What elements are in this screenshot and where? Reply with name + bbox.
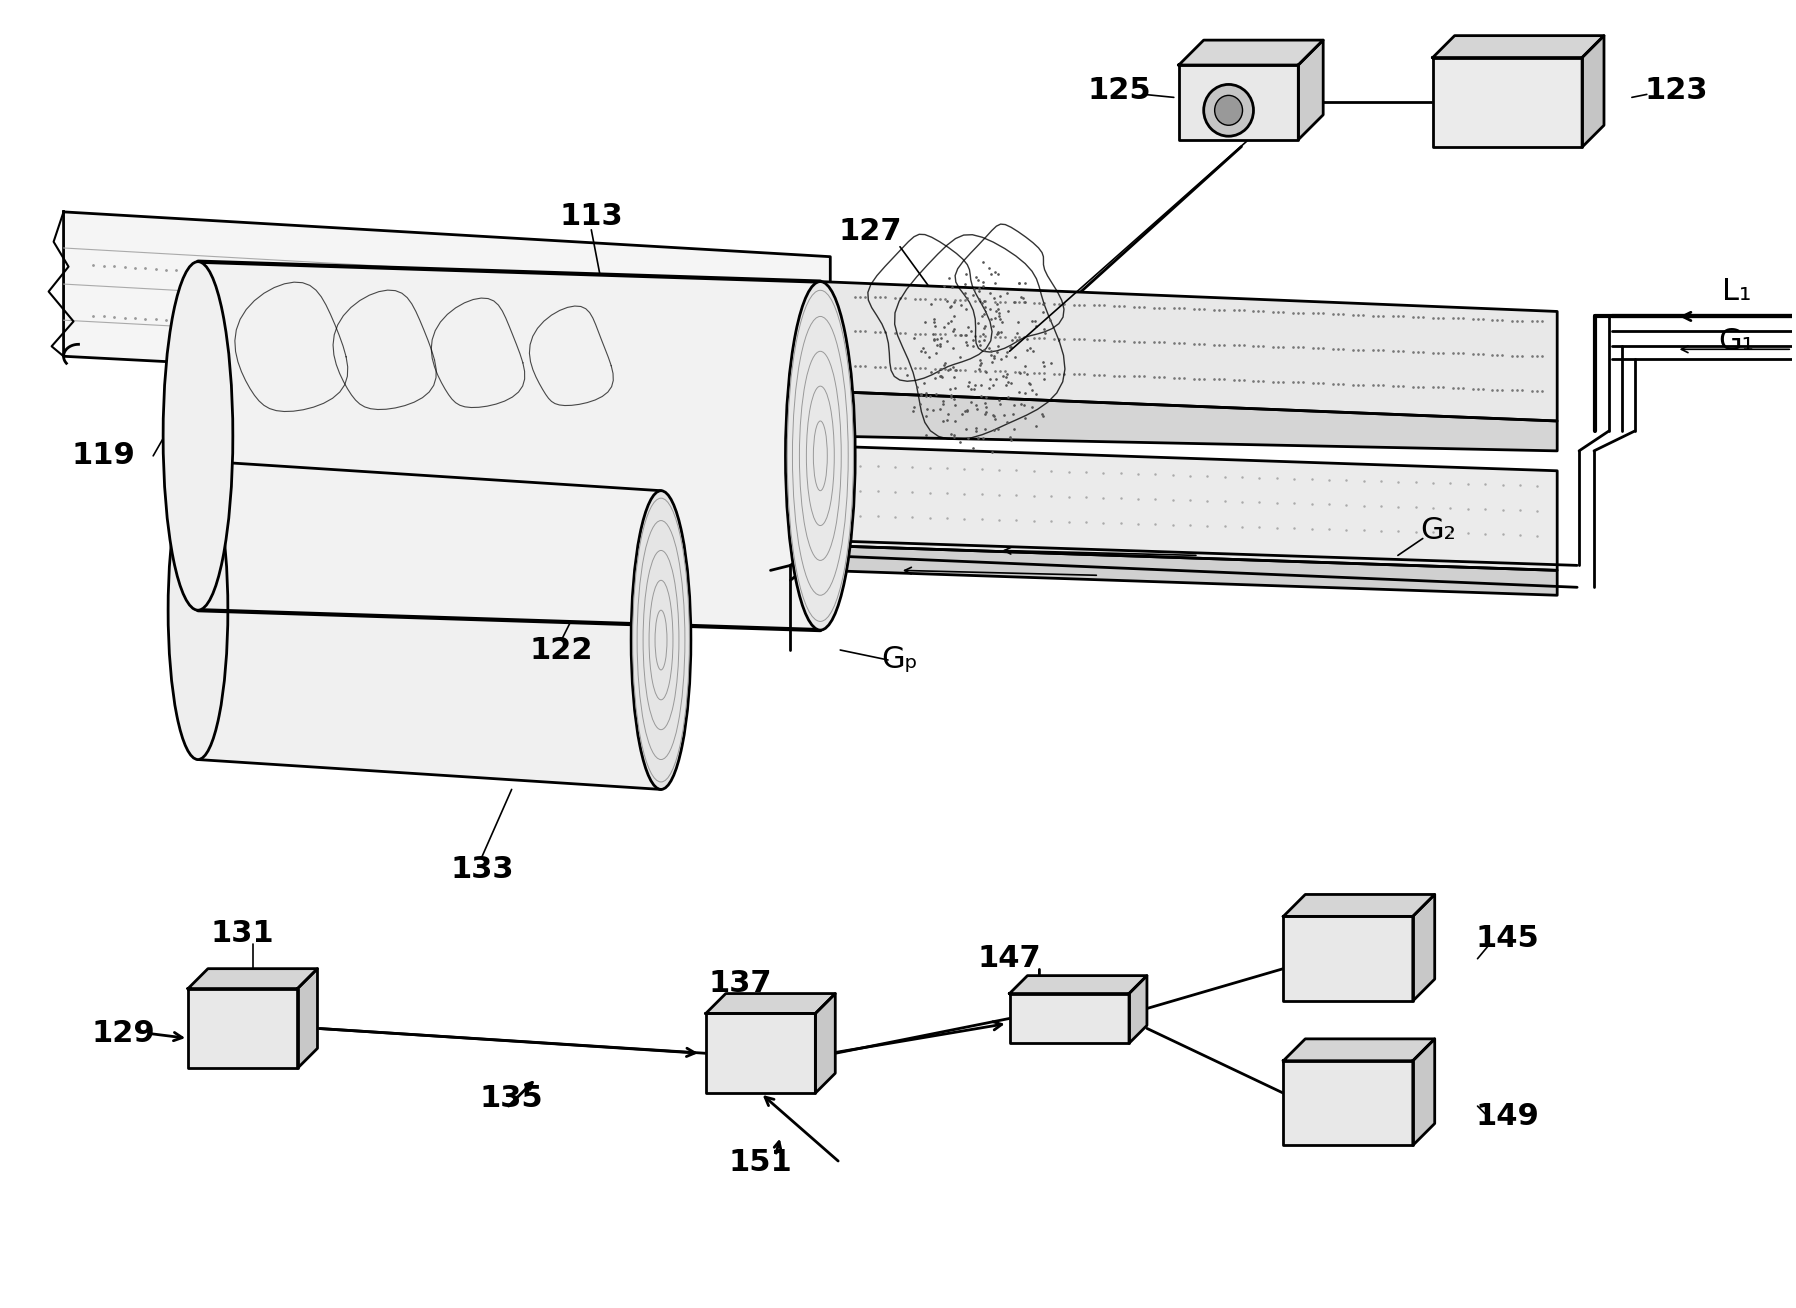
Polygon shape xyxy=(189,989,298,1069)
Polygon shape xyxy=(815,994,835,1093)
Text: 127: 127 xyxy=(839,217,902,246)
Text: 137: 137 xyxy=(709,969,772,998)
Polygon shape xyxy=(298,969,318,1069)
Text: 151: 151 xyxy=(729,1148,792,1177)
Polygon shape xyxy=(821,446,1557,570)
Text: 131: 131 xyxy=(210,920,275,948)
Polygon shape xyxy=(821,545,1557,595)
Polygon shape xyxy=(821,281,1557,421)
Polygon shape xyxy=(1130,976,1148,1044)
Polygon shape xyxy=(189,969,318,989)
Text: 113: 113 xyxy=(560,203,623,232)
Polygon shape xyxy=(1284,917,1413,1001)
Text: 112: 112 xyxy=(1167,377,1230,405)
Polygon shape xyxy=(1299,41,1324,140)
Polygon shape xyxy=(198,262,821,630)
Text: 122: 122 xyxy=(530,636,593,664)
Polygon shape xyxy=(1178,41,1324,65)
Ellipse shape xyxy=(1203,85,1254,136)
Text: G₂: G₂ xyxy=(1421,517,1455,545)
Polygon shape xyxy=(1433,58,1582,148)
Polygon shape xyxy=(1284,1039,1435,1061)
Polygon shape xyxy=(198,460,661,790)
Polygon shape xyxy=(821,391,1557,451)
Text: 133: 133 xyxy=(451,854,514,884)
Text: 121: 121 xyxy=(670,542,733,570)
Text: G₁: G₁ xyxy=(1719,327,1755,356)
Ellipse shape xyxy=(163,262,233,611)
Ellipse shape xyxy=(169,460,228,760)
Polygon shape xyxy=(1009,976,1148,994)
Text: 123: 123 xyxy=(1645,76,1708,105)
Text: 149: 149 xyxy=(1476,1101,1539,1130)
Ellipse shape xyxy=(1214,95,1243,126)
Polygon shape xyxy=(706,994,835,1014)
Text: 129: 129 xyxy=(92,1019,154,1048)
Text: 135: 135 xyxy=(480,1083,544,1113)
Text: 125: 125 xyxy=(1087,76,1151,105)
Polygon shape xyxy=(1284,895,1435,917)
Polygon shape xyxy=(1413,1039,1435,1146)
Polygon shape xyxy=(1582,35,1604,148)
Polygon shape xyxy=(63,212,830,396)
Text: Gₚ: Gₚ xyxy=(882,645,918,675)
Polygon shape xyxy=(1284,1061,1413,1146)
Polygon shape xyxy=(1413,895,1435,1001)
Text: L₁: L₁ xyxy=(1722,277,1751,306)
Ellipse shape xyxy=(630,490,691,790)
Polygon shape xyxy=(706,1014,815,1093)
Text: 147: 147 xyxy=(977,944,1042,973)
Ellipse shape xyxy=(785,281,855,630)
Polygon shape xyxy=(1178,65,1299,140)
Text: 119: 119 xyxy=(72,441,135,471)
Polygon shape xyxy=(1433,35,1604,58)
Text: 145: 145 xyxy=(1476,925,1539,954)
Polygon shape xyxy=(1009,994,1130,1044)
